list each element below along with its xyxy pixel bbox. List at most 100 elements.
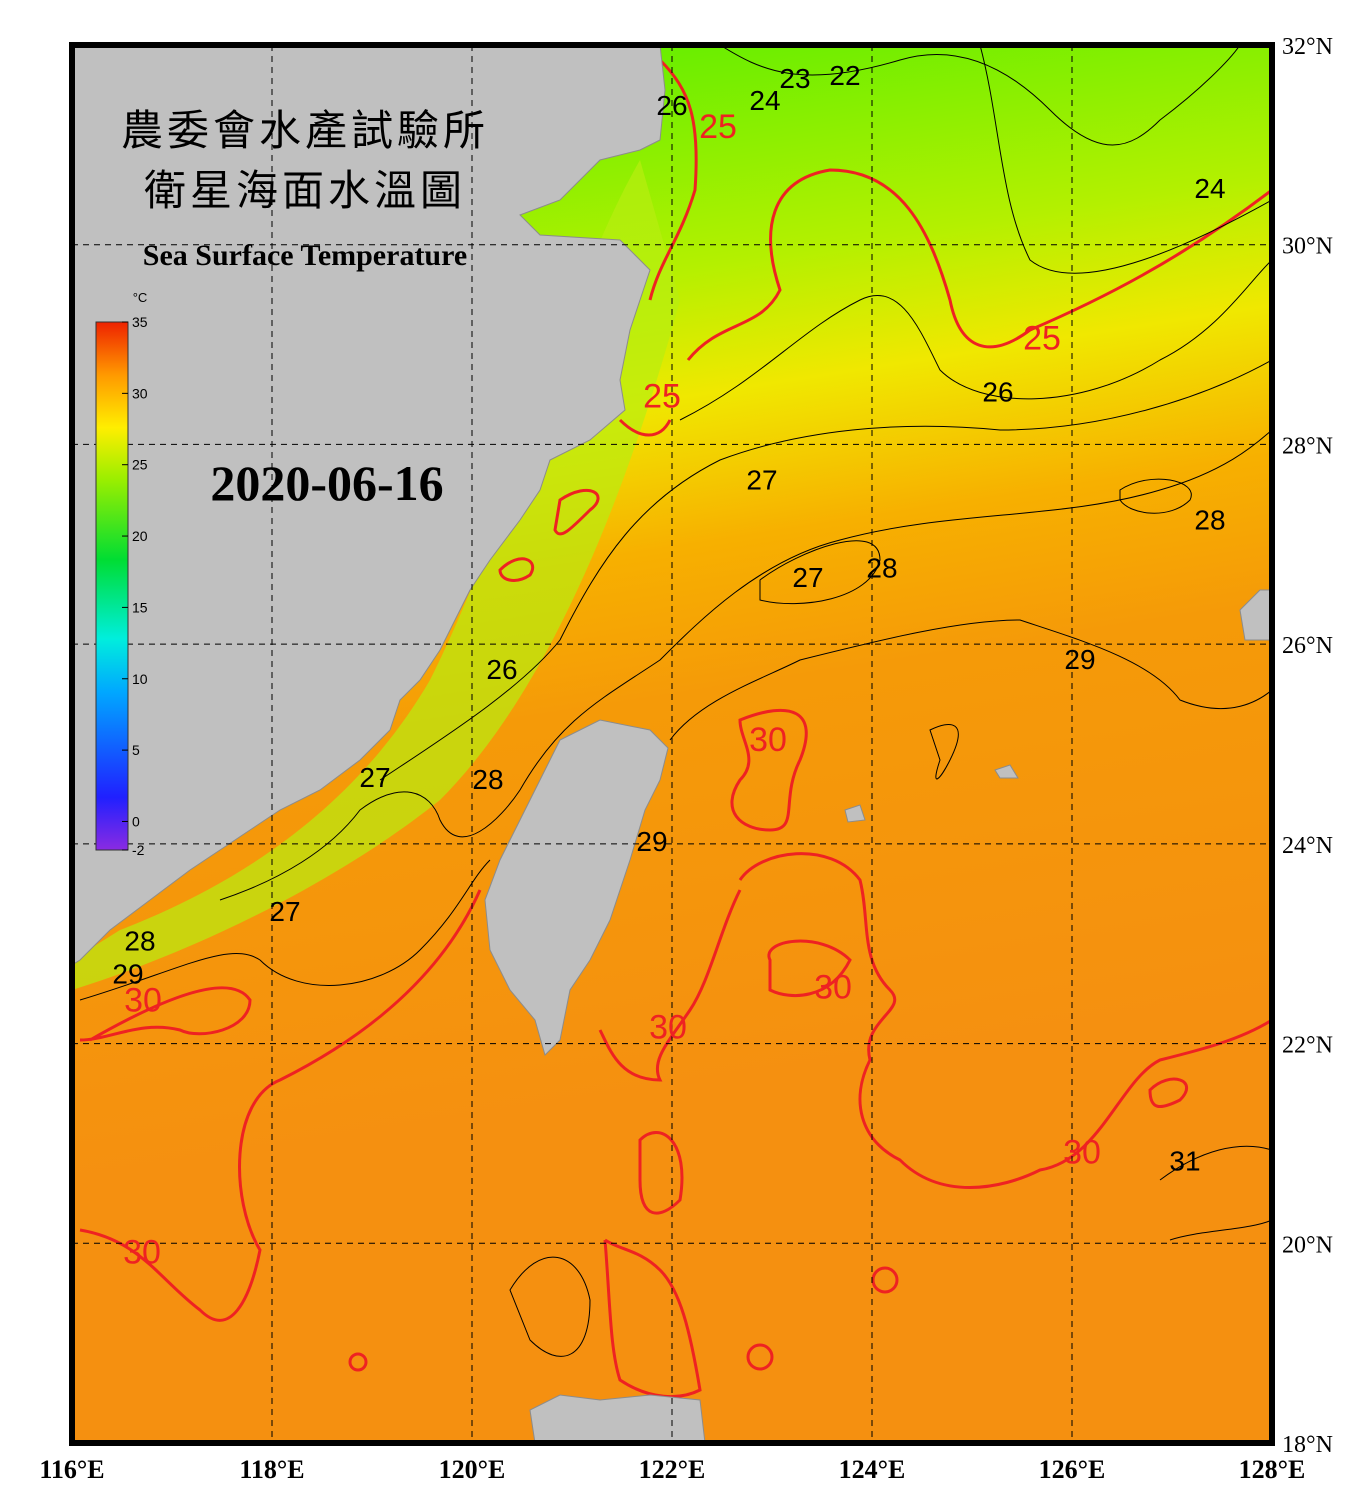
island xyxy=(844,804,866,823)
contour-line xyxy=(79,859,491,1001)
contour-line xyxy=(1159,1145,1272,1241)
grid xyxy=(72,45,1272,1443)
contour-line xyxy=(509,1256,591,1357)
contour-line xyxy=(603,1238,702,1399)
contour-label: 28 xyxy=(472,764,503,795)
contour-line xyxy=(379,359,1272,781)
contour-label: 26 xyxy=(982,377,1013,408)
colorbar-tick-label: 5 xyxy=(132,742,140,758)
contour-line xyxy=(638,1131,684,1215)
contour-label: 25 xyxy=(699,108,737,146)
contour-label: 30 xyxy=(649,1009,687,1047)
subtitle: 衛星海面水溫圖 xyxy=(144,169,466,215)
contour-line xyxy=(498,557,535,582)
contour-line xyxy=(719,45,1241,146)
lon-tick-label: 118°E xyxy=(239,1455,304,1484)
luzon xyxy=(529,1394,706,1443)
colorbar-tick-label: -2 xyxy=(132,842,145,858)
contours-black xyxy=(79,45,1272,1357)
contour-label: 29 xyxy=(636,826,667,857)
island xyxy=(994,764,1019,779)
contour-label: 26 xyxy=(656,90,687,121)
lat-tick-label: 20°N xyxy=(1282,1232,1333,1258)
contour-label: 30 xyxy=(814,969,852,1007)
lat-tick-label: 18°N xyxy=(1282,1432,1333,1458)
contour-label: 27 xyxy=(359,762,390,793)
mainland xyxy=(72,45,666,966)
contour-line xyxy=(871,1266,899,1294)
colorbar-tick-label: 30 xyxy=(132,385,148,401)
contour-label: 24 xyxy=(749,85,780,116)
lon-tick-label: 122°E xyxy=(639,1455,706,1484)
contour-label: 26 xyxy=(486,654,517,685)
contour-line xyxy=(979,45,1272,274)
contour-label: 28 xyxy=(866,552,897,583)
map-frame xyxy=(69,42,1275,1446)
contour-line xyxy=(738,852,1272,1189)
lat-tick-label: 26°N xyxy=(1282,633,1333,659)
contour-label: 30 xyxy=(749,721,787,759)
contour-line xyxy=(686,168,1272,361)
lat-tick-label: 22°N xyxy=(1282,1033,1333,1059)
contour-label: 27 xyxy=(269,896,300,927)
contour-label: 25 xyxy=(643,377,681,415)
title-en: Sea Surface Temperature xyxy=(143,239,467,272)
contour-line xyxy=(679,259,1272,421)
colorbar-tick-label: 10 xyxy=(132,671,148,687)
contour-line xyxy=(669,619,1272,741)
contour-line xyxy=(598,889,742,1082)
contour-label: 28 xyxy=(124,926,155,957)
contour-label: 29 xyxy=(112,959,143,990)
lat-tick-label: 30°N xyxy=(1282,234,1333,260)
colorbar-ticks: -2 0 5 10 15 20 25 30 35 xyxy=(122,314,148,858)
contour-label: 27 xyxy=(792,562,823,593)
contour-line xyxy=(553,489,600,536)
axes: 116°E 118°E 120°E 122°E 124°E 126°E 128°E18°N 2… xyxy=(39,34,1333,1484)
contours-red xyxy=(79,58,1272,1399)
date: 2020-06-16 xyxy=(210,455,443,511)
taiwan xyxy=(484,719,669,1056)
contour-label: 24 xyxy=(1194,173,1225,204)
contour-line xyxy=(219,429,1272,901)
lon-tick-label: 120°E xyxy=(439,1455,506,1484)
contour-line xyxy=(767,939,852,997)
contour-label: 27 xyxy=(746,464,777,495)
contour-label: 28 xyxy=(1194,504,1225,535)
lat-tick-label: 28°N xyxy=(1282,433,1333,459)
contour-line xyxy=(648,58,698,301)
island xyxy=(1239,589,1272,641)
contour-label: 22 xyxy=(829,60,860,91)
contour-label: 30 xyxy=(1063,1133,1101,1171)
lon-tick-label: 124°E xyxy=(839,1455,906,1484)
colorbar-tick-label: 20 xyxy=(132,528,148,544)
lat-tick-label: 32°N xyxy=(1282,34,1333,60)
colorbar-tick-label: 35 xyxy=(132,314,148,330)
lon-tick-label: 126°E xyxy=(1039,1455,1106,1484)
contour-label: 29 xyxy=(1064,644,1095,675)
colorbar-unit: °C xyxy=(133,290,148,305)
contour-line xyxy=(348,1352,368,1372)
contour-line xyxy=(79,986,252,1042)
contour-label: 23 xyxy=(779,63,810,94)
land xyxy=(72,45,1272,1443)
contour-line xyxy=(1119,478,1192,514)
contour-label: 30 xyxy=(123,1233,161,1271)
colorbar-tick-label: 15 xyxy=(132,599,148,615)
contour-line xyxy=(79,889,482,1322)
contour-line xyxy=(929,724,959,780)
colorbar xyxy=(95,321,129,851)
title: 農委會水產試驗所 xyxy=(121,108,489,155)
colorbar-tick-label: 25 xyxy=(132,457,148,473)
contour-label: 30 xyxy=(124,982,162,1020)
contour-label: 25 xyxy=(1023,320,1061,358)
contour-line xyxy=(759,540,881,605)
contour-line xyxy=(730,708,808,832)
contour-line xyxy=(746,1343,774,1371)
colorbar-tick-label: 0 xyxy=(132,813,140,829)
contour-line xyxy=(618,418,672,437)
contour-line xyxy=(1148,1077,1188,1109)
